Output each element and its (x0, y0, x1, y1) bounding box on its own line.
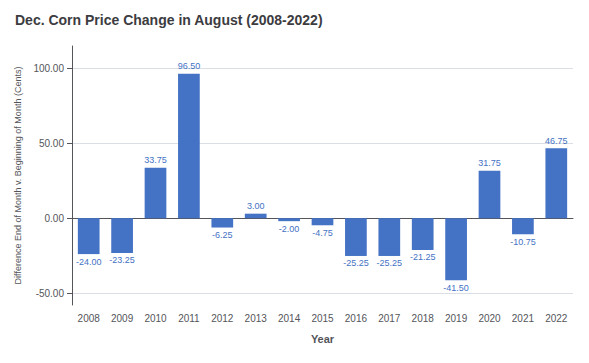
svg-text:96.50: 96.50 (178, 61, 201, 71)
svg-text:-2.00: -2.00 (279, 224, 300, 234)
svg-text:2018: 2018 (412, 313, 435, 324)
svg-text:-10.75: -10.75 (510, 237, 536, 247)
svg-text:0.00: 0.00 (45, 213, 65, 224)
svg-text:-24.00: -24.00 (76, 257, 102, 267)
svg-text:33.75: 33.75 (144, 155, 167, 165)
svg-text:3.00: 3.00 (247, 201, 265, 211)
svg-text:2019: 2019 (445, 313, 468, 324)
svg-text:2011: 2011 (178, 313, 200, 324)
svg-text:-21.25: -21.25 (410, 252, 436, 262)
svg-text:2010: 2010 (144, 313, 167, 324)
svg-text:2014: 2014 (278, 313, 301, 324)
svg-text:100.00: 100.00 (33, 63, 64, 74)
svg-text:2013: 2013 (245, 313, 268, 324)
svg-text:-25.25: -25.25 (377, 258, 403, 268)
svg-text:2009: 2009 (111, 313, 134, 324)
svg-text:2020: 2020 (478, 313, 501, 324)
svg-text:2008: 2008 (78, 313, 101, 324)
svg-text:-23.25: -23.25 (109, 255, 135, 265)
svg-text:Dec. Corn Price Change in Augu: Dec. Corn Price Change in August (2008-2… (15, 12, 323, 28)
svg-text:-50.00: -50.00 (36, 288, 65, 299)
svg-text:2015: 2015 (311, 313, 334, 324)
svg-text:Year: Year (311, 333, 335, 345)
svg-text:Difference End of Month v. Beg: Difference End of Month v. Beginning of … (13, 67, 23, 285)
svg-text:-4.75: -4.75 (312, 228, 333, 238)
svg-text:2017: 2017 (378, 313, 401, 324)
svg-text:2022: 2022 (545, 313, 568, 324)
svg-text:-6.25: -6.25 (212, 230, 233, 240)
svg-text:50.00: 50.00 (39, 138, 64, 149)
svg-text:-41.50: -41.50 (443, 283, 469, 293)
svg-text:-25.25: -25.25 (343, 258, 369, 268)
svg-text:2016: 2016 (345, 313, 368, 324)
svg-text:2012: 2012 (211, 313, 234, 324)
svg-text:46.75: 46.75 (545, 136, 568, 146)
svg-text:2021: 2021 (512, 313, 535, 324)
svg-text:31.75: 31.75 (478, 158, 501, 168)
